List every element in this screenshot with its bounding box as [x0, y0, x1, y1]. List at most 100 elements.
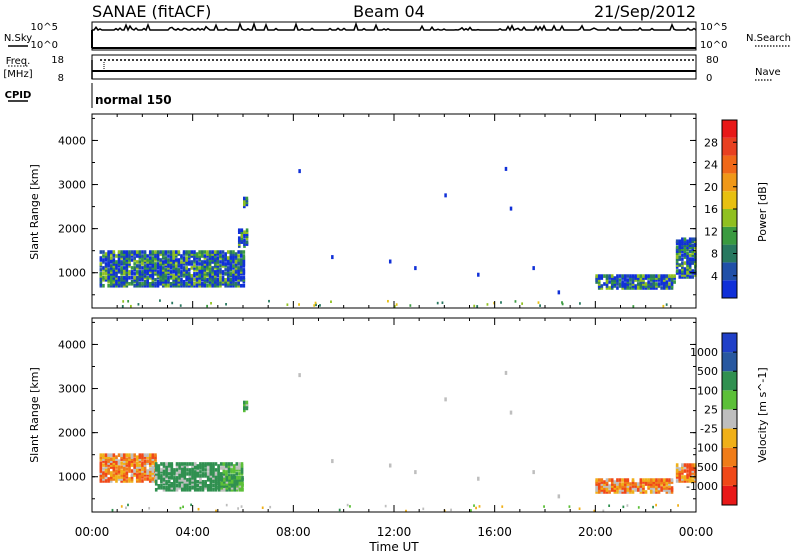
data-cell: [675, 473, 679, 477]
data-cell: [225, 474, 228, 478]
data-cell: [229, 250, 233, 254]
data-cell: [222, 474, 226, 478]
data-cell: [243, 240, 246, 244]
data-cell: [561, 302, 564, 306]
data-cell: [193, 462, 197, 466]
data-cell: [148, 266, 152, 270]
data-cell: [229, 274, 233, 278]
data-cell: [269, 505, 272, 509]
data-cell: [616, 490, 619, 494]
data-cell: [673, 274, 676, 278]
data-cell: [102, 283, 105, 288]
data-cell: [122, 250, 126, 254]
data-cell: [686, 247, 689, 251]
data-cell: [224, 264, 227, 268]
data-cell: [198, 252, 201, 256]
data-cell: [212, 484, 215, 488]
data-cell: [107, 272, 110, 276]
data-cell: [122, 473, 126, 477]
data-cell: [509, 206, 513, 211]
data-cell: [154, 459, 157, 463]
colorbar-tick-label: 16: [704, 203, 718, 216]
data-cell: [204, 468, 207, 472]
data-cell: [219, 254, 222, 258]
data-cell: [195, 268, 199, 272]
data-cell: [146, 471, 149, 475]
data-cell: [204, 462, 207, 466]
data-cell: [675, 465, 679, 469]
data-cell: [138, 467, 142, 471]
data-cell: [595, 484, 598, 488]
data-cell: [597, 490, 601, 494]
data-cell: [600, 274, 604, 278]
data-cell: [688, 269, 692, 273]
data-cell: [185, 278, 188, 282]
data-cell: [109, 252, 113, 256]
data-cell: [636, 484, 640, 488]
data-cell: [216, 262, 220, 266]
data-cell: [236, 476, 239, 480]
data-cell: [167, 484, 171, 488]
data-cell: [652, 276, 656, 280]
data-cell: [613, 484, 617, 488]
data-cell: [473, 504, 475, 507]
data-cell: [109, 280, 113, 284]
data-cell: [597, 486, 601, 490]
data-cell: [99, 278, 103, 282]
data-cell: [104, 455, 108, 459]
data-cell: [107, 270, 110, 274]
data-cell: [135, 475, 139, 479]
data-cell: [691, 253, 695, 257]
data-cell: [146, 453, 149, 457]
colorbar-tick-label: 25: [704, 403, 718, 416]
data-cell: [655, 286, 658, 290]
data-cell: [686, 245, 689, 249]
data-cell: [193, 480, 197, 484]
colorbar-tick-label: 12: [704, 225, 718, 238]
data-cell: [167, 268, 170, 272]
data-cell: [170, 474, 174, 478]
data-cell: [660, 282, 663, 286]
data-cell: [159, 299, 161, 302]
data-cell: [232, 280, 235, 284]
colorbar-segment: [722, 352, 737, 372]
data-cell: [206, 474, 210, 478]
data-cell: [681, 249, 684, 253]
data-cell: [174, 250, 178, 254]
data-cell: [167, 472, 171, 476]
data-cell: [660, 480, 663, 484]
data-cell: [133, 256, 136, 260]
data-cell: [240, 472, 244, 476]
data-cell: [188, 485, 192, 490]
data-cell: [214, 468, 218, 472]
data-cell: [180, 274, 183, 278]
data-cell: [214, 474, 218, 478]
data-cell: [133, 467, 136, 471]
data-cell: [135, 250, 139, 254]
data-cell: [613, 482, 617, 486]
data-cell: [226, 266, 230, 270]
data-cell: [240, 480, 244, 484]
data-cell: [179, 506, 182, 510]
data-cell: [683, 269, 687, 273]
data-cell: [141, 266, 144, 270]
data-cell: [122, 262, 126, 266]
data-cell: [225, 478, 229, 482]
data-cell: [182, 266, 186, 270]
data-cell: [170, 464, 174, 468]
data-cell: [164, 262, 168, 266]
data-cell: [665, 488, 669, 492]
data-cell: [151, 461, 155, 465]
data-cell: [208, 252, 212, 256]
data-cell: [200, 252, 204, 256]
data-cell: [135, 283, 139, 288]
data-cell: [686, 259, 689, 263]
data-cell: [675, 255, 679, 259]
data-cell: [165, 472, 168, 476]
data-cell: [206, 464, 210, 468]
data-cell: [626, 488, 630, 492]
data-cell: [102, 260, 105, 264]
data-cell: [99, 262, 103, 266]
data-cell: [183, 484, 187, 488]
data-cell: [160, 468, 163, 472]
